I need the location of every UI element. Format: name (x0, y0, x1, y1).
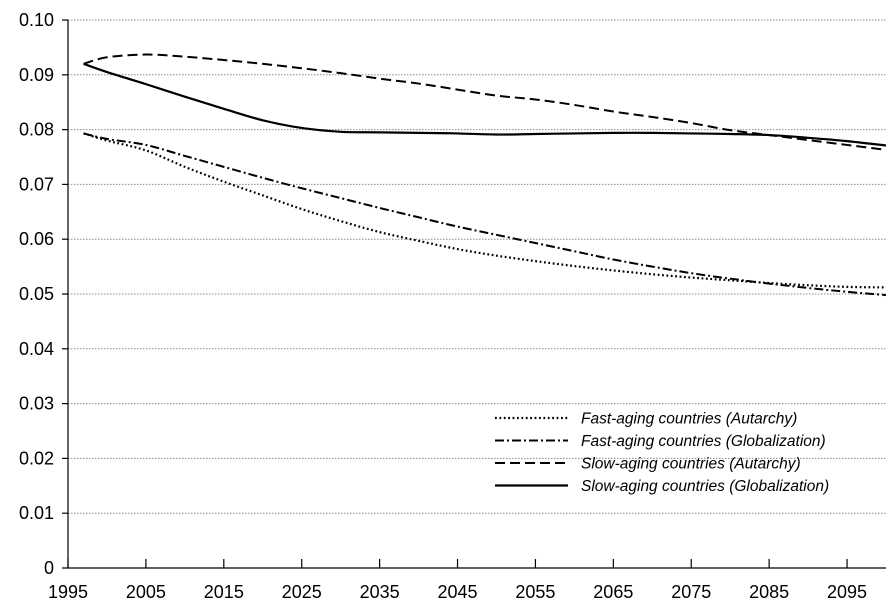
series-line-1 (83, 132, 886, 297)
y-tick-label-1: 0.01 (19, 503, 54, 523)
y-tick-label-2: 0.02 (19, 448, 54, 468)
y-axis-ticks: 0 0.01 0.02 0.03 0.04 0.05 0.06 0.07 0.08 0.09 0.1… (19, 10, 68, 578)
x-tick-label-7: 2065 (593, 582, 633, 602)
y-tick-label-8: 0.08 (19, 120, 54, 140)
x-tick-label-2: 2015 (204, 582, 244, 602)
x-tick-label-9: 2085 (749, 582, 789, 602)
series-line-0 (83, 132, 886, 289)
x-tick-label-6: 2055 (515, 582, 555, 602)
y-tick-label-6: 0.06 (19, 229, 54, 249)
x-tick-label-5: 2045 (438, 582, 478, 602)
y-tick-label-0: 0 (44, 558, 54, 578)
x-tick-label-0: 1995 (48, 582, 88, 602)
x-tick-label-1: 2005 (126, 582, 166, 602)
legend-label-1: Fast-aging countries (Globalization) (581, 433, 826, 450)
legend-label-3: Slow-aging countries (Globalization) (581, 478, 829, 495)
series-line-2 (83, 53, 886, 151)
x-tick-label-4: 2035 (360, 582, 400, 602)
series-line-3 (83, 62, 886, 147)
y-tick-label-3: 0.03 (19, 394, 54, 414)
series-lines (83, 53, 886, 297)
legend: Fast-aging countries (Autarchy) Fast-agin… (495, 411, 829, 495)
y-tick-label-10: 0.10 (19, 10, 54, 30)
x-tick-label-8: 2075 (671, 582, 711, 602)
y-tick-label-9: 0.09 (19, 65, 54, 85)
legend-label-0: Fast-aging countries (Autarchy) (581, 411, 797, 428)
legend-label-2: Slow-aging countries (Autarchy) (581, 456, 801, 473)
y-tick-label-7: 0.07 (19, 174, 54, 194)
y-tick-label-4: 0.04 (19, 339, 54, 359)
x-tick-label-10: 2095 (827, 582, 867, 602)
y-tick-label-5: 0.05 (19, 284, 54, 304)
x-tick-label-3: 2025 (282, 582, 322, 602)
gridlines (68, 19, 886, 514)
x-axis-ticks: 1995 2005 2015 2025 2035 2045 2055 2065 2075 2085… (48, 559, 867, 602)
